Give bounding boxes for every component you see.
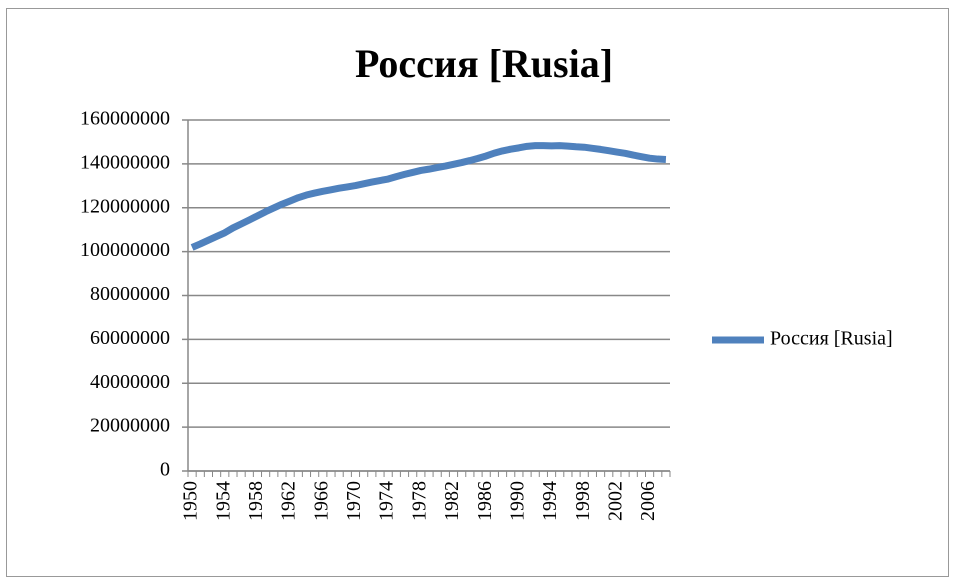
x-tick-label: 1982 [441,481,463,521]
y-tick-label: 0 [160,459,170,481]
x-tick-label: 1950 [180,481,202,521]
x-tick-label: 1966 [310,481,332,521]
x-tick-label: 1970 [343,481,365,521]
x-tick-label: 1994 [539,481,561,521]
x-tick-label: 1990 [506,481,528,521]
data-line [190,142,667,251]
x-tick-label: 2006 [637,481,659,521]
chart-frame [6,8,949,577]
y-tick-label: 140000000 [80,151,170,173]
x-tick-label: 1974 [376,481,398,521]
legend-label: Россия [Rusia] [770,328,893,350]
y-tick-label: 160000000 [80,108,170,130]
chart-title: Россия [Rusia] [355,41,613,86]
y-tick-label: 100000000 [80,239,170,261]
x-tick-label: 2002 [604,481,626,521]
x-tick-label: 1998 [572,481,594,521]
x-tick-label: 1986 [474,481,496,521]
x-tick-label: 1958 [245,481,267,521]
y-tick-label: 40000000 [90,371,170,393]
y-tick-label: 60000000 [90,327,170,349]
x-tick-label: 1978 [408,481,430,521]
y-tick-label: 20000000 [90,415,170,437]
x-tick-label: 1962 [278,481,300,521]
x-tick-label: 1954 [212,481,234,521]
y-tick-label: 120000000 [80,195,170,217]
y-tick-label: 80000000 [90,283,170,305]
